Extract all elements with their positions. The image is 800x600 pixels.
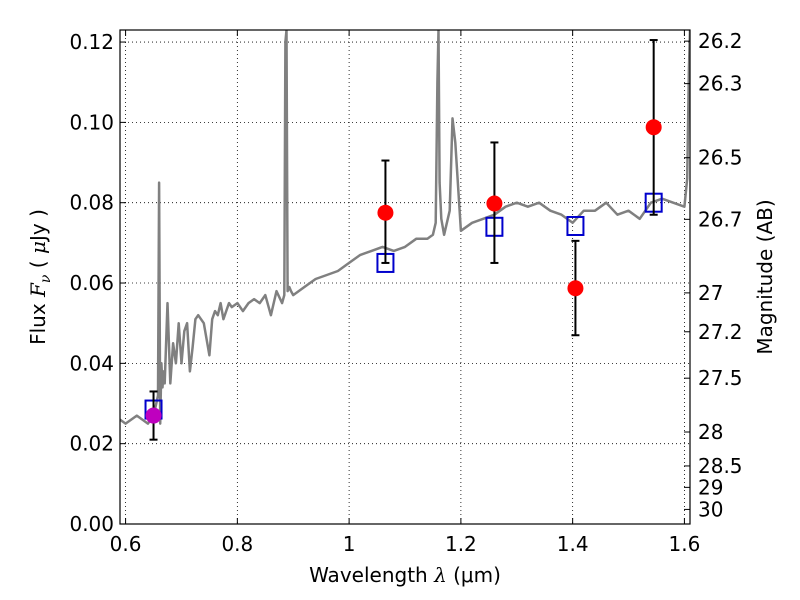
y-tick-label: 0.04 [69, 351, 114, 375]
observed-flux-point [145, 407, 162, 424]
model-square-marker [566, 215, 585, 236]
y2-tick-label: 26.3 [698, 72, 743, 96]
y2-tick-label: 26.7 [698, 207, 743, 231]
x-tick-label: 1.4 [557, 532, 589, 556]
y2-tick-label: 27.5 [698, 366, 743, 390]
plot-area [120, 30, 690, 441]
y2-tick-label: 28.5 [698, 454, 743, 478]
y2-tick-label: 26.2 [698, 29, 743, 53]
y2-axis-title: Magnitude (AB) [753, 199, 777, 354]
y2-tick-label: 26.5 [698, 146, 743, 170]
x-tick-label: 0.6 [110, 532, 142, 556]
axis-ticks: 0.6 0.8 1 1.2 1.4 1.6 0.00 0.02 0.04 0.06 0.08 0.10… [69, 29, 742, 556]
y-tick-label: 0.12 [69, 30, 114, 54]
y-tick-label: 0.00 [69, 512, 114, 536]
y-axis-title: Flux Fν ( μJy ) [26, 209, 54, 345]
observed-flux-point [567, 280, 584, 297]
y2-tick-label: 27 [698, 281, 723, 305]
x-tick-label: 1.6 [669, 532, 701, 556]
y2-tick-label: 30 [698, 497, 723, 521]
y-tick-label: 0.06 [69, 271, 114, 295]
y2-tick-label: 28 [698, 420, 723, 444]
observed-flux-point [486, 195, 503, 212]
y-tick-label: 0.10 [69, 110, 114, 134]
plot-frame [119, 29, 691, 525]
model-spectrum-line [120, 30, 690, 425]
y2-tick-label: 27.2 [698, 320, 743, 344]
x-tick-label: 1.2 [445, 532, 477, 556]
x-axis-title: Wavelength λ (μm) [309, 563, 501, 587]
x-tick-label: 0.8 [221, 532, 253, 556]
y-tick-label: 0.08 [69, 191, 114, 215]
y2-tick-label: 29 [698, 475, 723, 499]
observed-flux-point [377, 204, 394, 221]
x-tick-label: 1 [343, 532, 356, 556]
y-tick-label: 0.02 [69, 432, 114, 456]
observed-flux-point [645, 119, 662, 136]
